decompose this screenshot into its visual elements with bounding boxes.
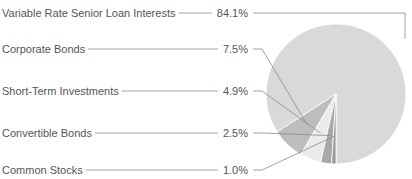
- category-label: Common Stocks: [2, 164, 83, 176]
- data-label: 84.1%: [217, 7, 248, 19]
- leader-line: [253, 136, 335, 170]
- data-label: 4.9%: [223, 85, 248, 97]
- leader-line: [253, 91, 321, 133]
- pie-slice: [332, 94, 336, 164]
- category-label: Short-Term Investments: [2, 85, 119, 97]
- leader-line: [88, 49, 218, 50]
- category-label: Variable Rate Senior Loan Interests: [2, 7, 176, 19]
- leader-line: [178, 13, 211, 14]
- leader-line: [253, 13, 405, 39]
- leader-line: [253, 133, 330, 136]
- pie-slice: [266, 24, 406, 164]
- category-label: Corporate Bonds: [2, 43, 86, 55]
- leader-line: [86, 170, 218, 171]
- data-label: 2.5%: [223, 127, 248, 139]
- data-label: 1.0%: [223, 164, 248, 176]
- leader-line: [122, 91, 218, 92]
- data-label: 7.5%: [223, 43, 248, 55]
- slices: [266, 24, 406, 164]
- chart: Variable Rate Senior Loan Interests 84.1%…: [0, 0, 412, 179]
- pie-slice: [321, 94, 336, 164]
- leader-line: [253, 49, 307, 124]
- category-label: Convertible Bonds: [2, 127, 92, 139]
- labels: Variable Rate Senior Loan Interests 84.1%…: [2, 7, 405, 176]
- leader-line: [95, 133, 218, 134]
